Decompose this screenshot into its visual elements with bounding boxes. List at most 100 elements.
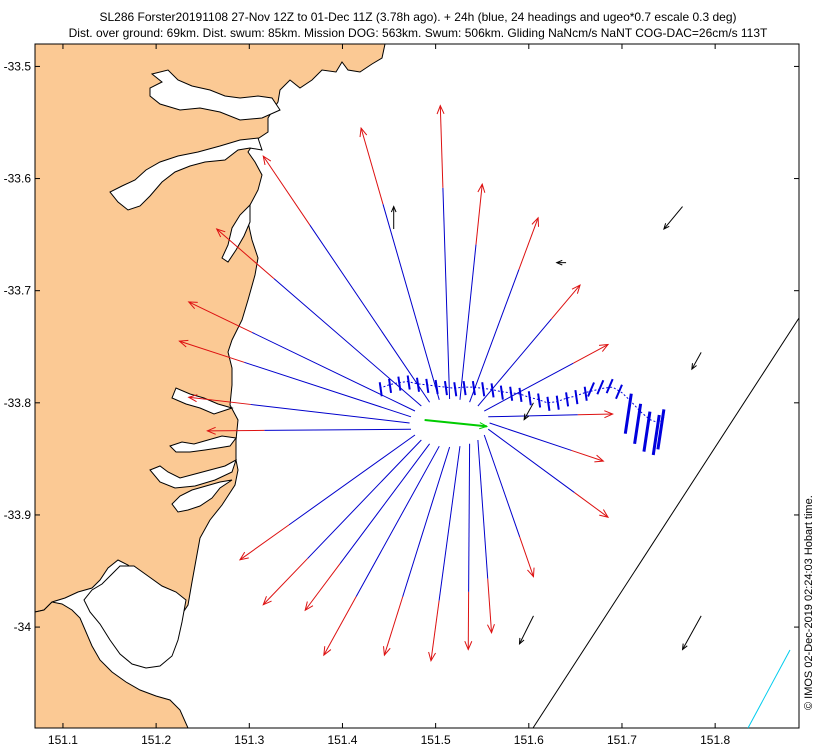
track-arrow [499, 385, 504, 400]
track-arrow [651, 414, 661, 456]
forecast-arrowhead-345 [359, 126, 368, 138]
forecast-arrowhead-270 [187, 394, 198, 403]
track-arrow [490, 383, 495, 398]
forecast-tip-195 [323, 596, 357, 656]
track-arrow [555, 395, 560, 410]
forecast-path-210 [339, 443, 431, 564]
imos-credit-text: © IMOS 02-Dec-2019 02:24:03 Hobart time. [803, 495, 815, 710]
x-tick-label: 151.4 [327, 733, 357, 747]
forecast-arrowhead-255 [206, 426, 216, 435]
track-arrow [518, 387, 523, 402]
forecast-tip-240 [239, 524, 290, 561]
forecast-tip-75 [577, 413, 613, 416]
forecast-tip-300 [188, 301, 253, 333]
track-arrow [434, 379, 439, 395]
track-arrow [406, 375, 411, 390]
track-arrow [453, 382, 458, 397]
track-arrow [587, 382, 595, 397]
track-arrow [656, 409, 666, 450]
forecast-arrowhead-285 [178, 339, 189, 348]
x-tick-label: 151.1 [48, 733, 78, 747]
estuary-georges-river [149, 458, 237, 489]
cyan-contour-line [747, 649, 791, 729]
y-tick-label: -34 [14, 620, 32, 634]
forecast-path-270 [250, 403, 410, 424]
forecast-arrowhead-180 [383, 646, 391, 657]
forecast-path-180 [402, 446, 451, 597]
forecast-tip-105 [574, 492, 609, 518]
current-heading-layer [424, 419, 489, 430]
forecast-path-225 [307, 439, 422, 559]
forecast-arrowhead-60 [598, 343, 610, 352]
y-axis: -33.5 -33.6 -33.7 -33.8 -33.9 -34 [4, 59, 799, 634]
track-arrow [378, 382, 383, 397]
forecast-tip-285 [179, 340, 245, 363]
track-arrow [537, 393, 542, 408]
y-tick-label: -33.6 [4, 172, 32, 186]
forecast-tip-60 [573, 344, 609, 364]
forecast-arrowhead-315 [215, 228, 226, 238]
shelf-contour-line [532, 317, 800, 729]
x-tick-label: 151.7 [607, 733, 637, 747]
current-heading-arrow [424, 419, 487, 428]
track-arrow [623, 393, 633, 434]
forecast-arrowhead-105 [599, 509, 610, 518]
forecast-path-135 [477, 439, 489, 579]
current-arrow [691, 352, 702, 370]
forecast-arrowhead-195 [323, 646, 332, 657]
forecast-tip-315 [216, 228, 275, 279]
y-tick-label: -33.8 [4, 396, 32, 410]
track-arrow [546, 396, 551, 411]
x-tick-label: 151.6 [514, 733, 544, 747]
forecast-arrowhead-45 [571, 284, 581, 294]
forecast-tip-180 [383, 596, 404, 656]
forecast-path-15 [459, 244, 477, 400]
land-layer [34, 43, 386, 729]
forecast-arrowhead-75 [604, 410, 614, 419]
track-arrow [574, 389, 579, 405]
forecast-tip-345 [360, 127, 384, 205]
glider-track-layer [378, 375, 666, 456]
forecast-path-300 [251, 331, 416, 412]
forecast-arrowhead-120 [527, 567, 535, 578]
track-arrow [509, 386, 514, 401]
current-arrowhead [663, 223, 670, 231]
y-tick-label: -33.5 [4, 59, 32, 73]
track-arrow [565, 392, 570, 407]
forecast-path-60 [484, 362, 574, 412]
forecast-path-330 [309, 224, 431, 403]
forecast-arrow-layer [178, 104, 614, 662]
current-arrow [682, 615, 702, 650]
forecast-path-90 [489, 422, 572, 451]
forecast-tip-270 [188, 396, 251, 405]
chart-subtitle: Dist. over ground: 69km. Dist. swum: 85k… [69, 26, 768, 40]
track-arrow [443, 380, 448, 396]
track-arrow [642, 411, 652, 452]
forecast-tip-15 [475, 184, 483, 245]
track-arrow [471, 380, 476, 396]
current-arrow [519, 615, 534, 645]
forecast-arrowhead-165 [428, 651, 436, 662]
estuary-north [149, 69, 281, 121]
track-arrow [416, 377, 420, 392]
forecast-tip-30 [518, 217, 539, 270]
forecast-arrowhead-210 [304, 601, 314, 612]
forecast-path-30 [469, 269, 520, 403]
track-arrow [462, 380, 467, 396]
forecast-path-75 [488, 414, 578, 418]
forecast-path-255 [264, 428, 411, 431]
land-south [34, 601, 189, 729]
x-tick-label: 151.5 [421, 733, 451, 747]
chart-title: SL286 Forster20191108 27-Nov 12Z to 01-D… [100, 10, 737, 24]
forecast-arrowhead-330 [262, 155, 272, 166]
forecast-path-285 [244, 361, 412, 418]
forecast-tip-330 [262, 155, 311, 226]
estuary-port-jackson [169, 435, 237, 453]
track-arrow [425, 378, 430, 394]
y-tick-label: -33.9 [4, 508, 32, 522]
forecast-arrowhead-300 [187, 301, 198, 309]
track-arrow [615, 384, 623, 400]
current-heading-arrowhead [479, 422, 489, 430]
forecast-tip-90 [571, 449, 604, 462]
forecast-path-120 [483, 434, 521, 538]
